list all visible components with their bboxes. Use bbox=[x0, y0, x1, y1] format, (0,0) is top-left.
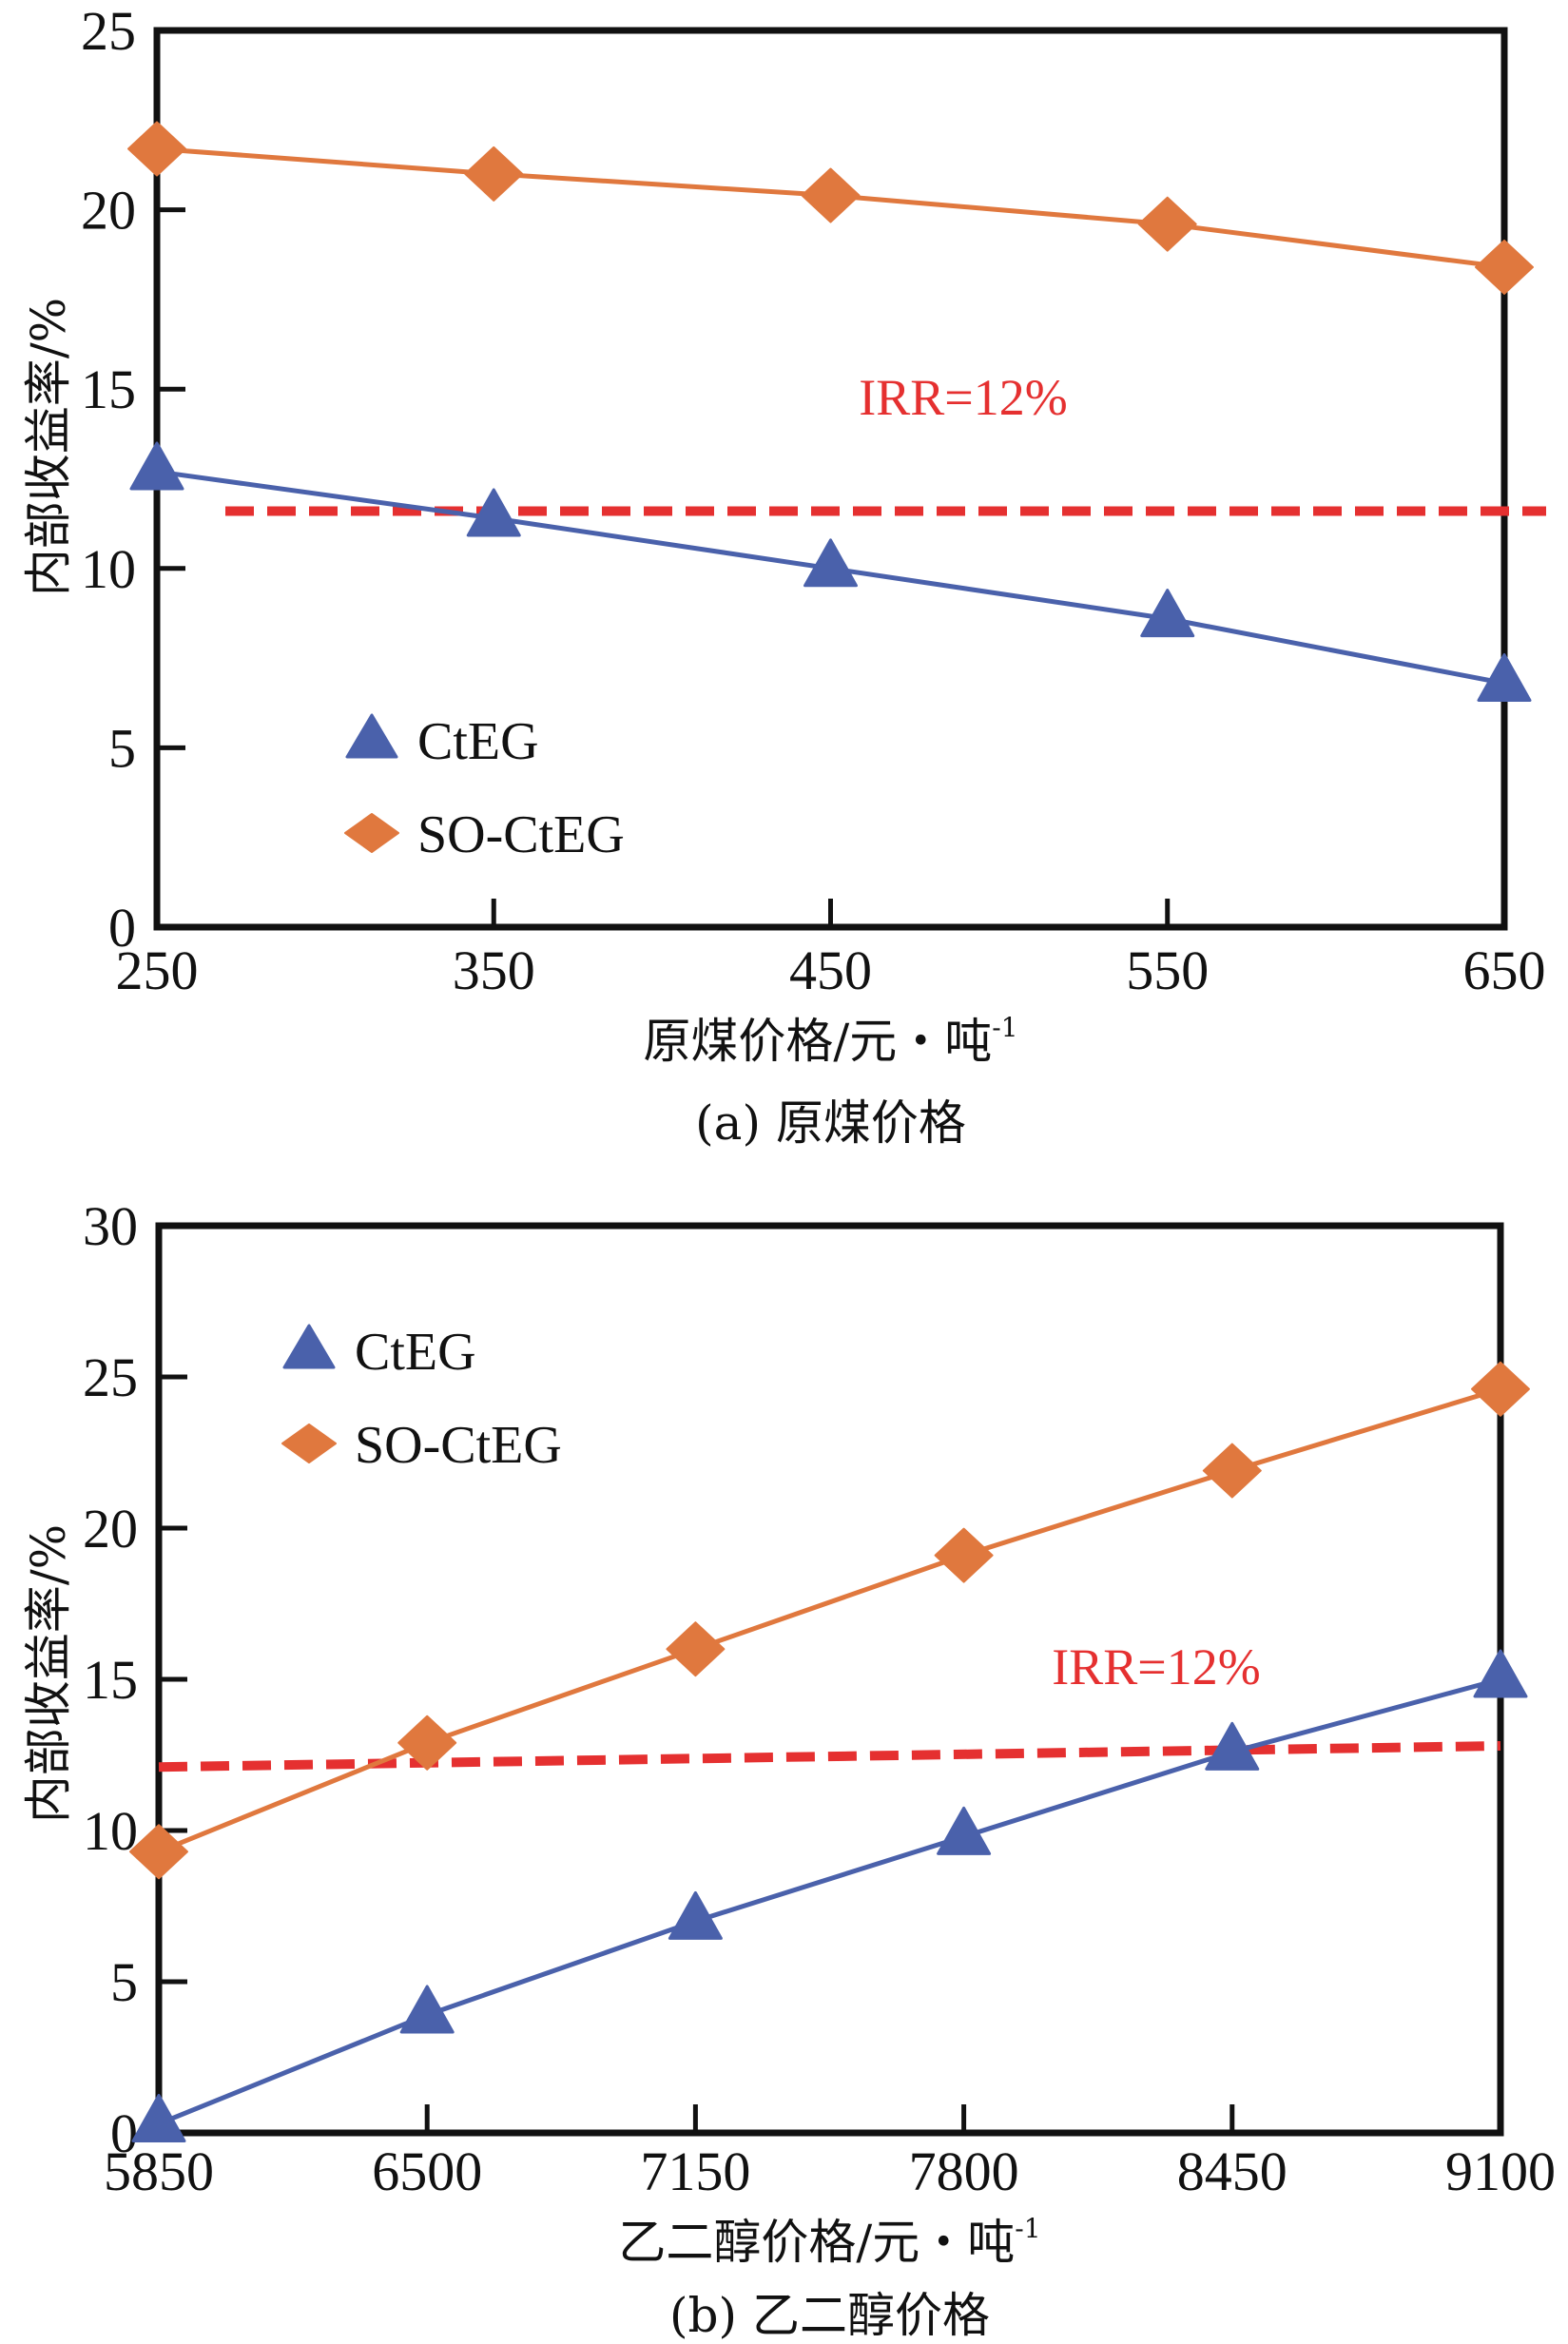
x-axis-title: 乙二醇价格/元・吨-1 bbox=[618, 2213, 1040, 2270]
data-point-ctEG bbox=[803, 538, 858, 588]
data-point-so-ctEG bbox=[1137, 196, 1197, 252]
y-tick-label: 5 bbox=[108, 717, 136, 779]
x-tick-label: 450 bbox=[789, 940, 872, 1001]
y-tick-label: 5 bbox=[110, 1951, 138, 2013]
data-point-ctEG bbox=[129, 441, 184, 491]
data-point-ctEG bbox=[466, 488, 521, 537]
y-tick-label: 20 bbox=[83, 1498, 138, 1559]
x-axis-title-text: 原煤价格/元・吨 bbox=[643, 1014, 992, 1069]
data-point-ctEG bbox=[1140, 589, 1195, 638]
data-point-ctEG bbox=[937, 1806, 992, 1855]
data-point-so-ctEG bbox=[666, 1621, 726, 1677]
legend-item-cteg: CtEG bbox=[345, 712, 539, 771]
irr-label: IRR=12% bbox=[1052, 1638, 1260, 1695]
y-axis-title: 内部收益率/% bbox=[21, 1524, 76, 1823]
data-point-ctEG bbox=[1205, 1721, 1260, 1771]
legend-label: SO-CtEG bbox=[355, 1416, 562, 1475]
chart-panel-a: 0 5 10 15 20 25 250 350 450 550 650 内部收益率/% 原煤价格/元・吨… bbox=[21, 0, 1546, 1151]
irr-label: IRR=12% bbox=[859, 369, 1067, 426]
legend-label: SO-CtEG bbox=[417, 805, 625, 864]
y-axis-title: 内部收益率/% bbox=[21, 298, 76, 596]
legend-label: CtEG bbox=[417, 712, 539, 771]
chart-panel-b: 0 5 10 15 20 25 30 5850 6500 7150 7800 8450 9100 内部收益… bbox=[21, 1195, 1556, 2343]
data-point-so-ctEG bbox=[1471, 1361, 1530, 1417]
data-point-ctEG bbox=[399, 1985, 455, 2034]
data-point-so-ctEG bbox=[1475, 239, 1534, 295]
x-tick-label: 250 bbox=[116, 940, 199, 1001]
data-point-ctEG bbox=[131, 2093, 186, 2142]
figure-caption: (a) 原煤价格 bbox=[695, 1095, 966, 1151]
y-tick-label: 0 bbox=[108, 897, 136, 959]
y-tick-label: 10 bbox=[83, 1800, 138, 1862]
legend-item-so-cteg: SO-CtEG bbox=[281, 1416, 562, 1475]
data-point-ctEG bbox=[1477, 653, 1532, 703]
data-point-so-ctEG bbox=[801, 167, 861, 223]
y-tick-label: 10 bbox=[81, 538, 136, 600]
series-line-so-cteg bbox=[158, 1386, 1501, 1854]
series-line-cteg bbox=[158, 1676, 1501, 2126]
data-point-so-ctEG bbox=[464, 145, 524, 202]
y-tick-label: 0 bbox=[110, 2102, 138, 2164]
legend-label: CtEG bbox=[355, 1323, 476, 1382]
x-tick-label: 7150 bbox=[640, 2141, 750, 2202]
legend-triangle-icon bbox=[282, 1324, 336, 1369]
data-point-ctEG bbox=[1473, 1649, 1528, 1698]
y-tick-label: 30 bbox=[83, 1195, 138, 1257]
x-tick-label: 550 bbox=[1126, 940, 1209, 1001]
x-tick-label: 5850 bbox=[104, 2141, 214, 2202]
legend: CtEG SO-CtEG bbox=[344, 712, 625, 864]
legend-item-so-cteg: SO-CtEG bbox=[344, 805, 625, 864]
x-tick-label: 8450 bbox=[1177, 2141, 1287, 2202]
y-tick-label: 25 bbox=[83, 1346, 138, 1408]
data-point-ctEG bbox=[668, 1890, 723, 1940]
x-axis-title-superscript: -1 bbox=[1015, 2213, 1040, 2244]
x-tick-label: 6500 bbox=[372, 2141, 482, 2202]
y-tick-label: 15 bbox=[81, 358, 136, 420]
irr-reference-line bbox=[158, 1740, 1501, 1773]
x-tick-label: 650 bbox=[1463, 940, 1546, 1001]
legend: CtEG SO-CtEG bbox=[281, 1323, 562, 1475]
legend-triangle-icon bbox=[345, 713, 398, 759]
x-tick-label: 350 bbox=[453, 940, 535, 1001]
x-axis-title-text: 乙二醇价格/元・吨 bbox=[618, 2215, 1015, 2270]
x-tick-label: 7800 bbox=[909, 2141, 1019, 2202]
data-point-so-ctEG bbox=[127, 121, 186, 177]
data-point-so-ctEG bbox=[129, 1824, 188, 1880]
data-point-so-ctEG bbox=[1202, 1443, 1262, 1499]
legend-diamond-icon bbox=[344, 813, 399, 853]
x-tick-label: 9100 bbox=[1445, 2141, 1556, 2202]
y-tick-label: 25 bbox=[81, 0, 136, 62]
legend-item-cteg: CtEG bbox=[282, 1323, 476, 1382]
data-point-so-ctEG bbox=[934, 1527, 994, 1583]
figure-caption: (b) 乙二醇价格 bbox=[669, 2288, 990, 2343]
y-tick-label: 20 bbox=[81, 180, 136, 242]
legend-diamond-icon bbox=[281, 1424, 337, 1463]
x-axis-title: 原煤价格/元・吨-1 bbox=[643, 1012, 1017, 1069]
data-point-so-ctEG bbox=[397, 1714, 457, 1771]
x-axis-title-superscript: -1 bbox=[992, 1012, 1017, 1043]
y-tick-label: 15 bbox=[83, 1649, 138, 1711]
